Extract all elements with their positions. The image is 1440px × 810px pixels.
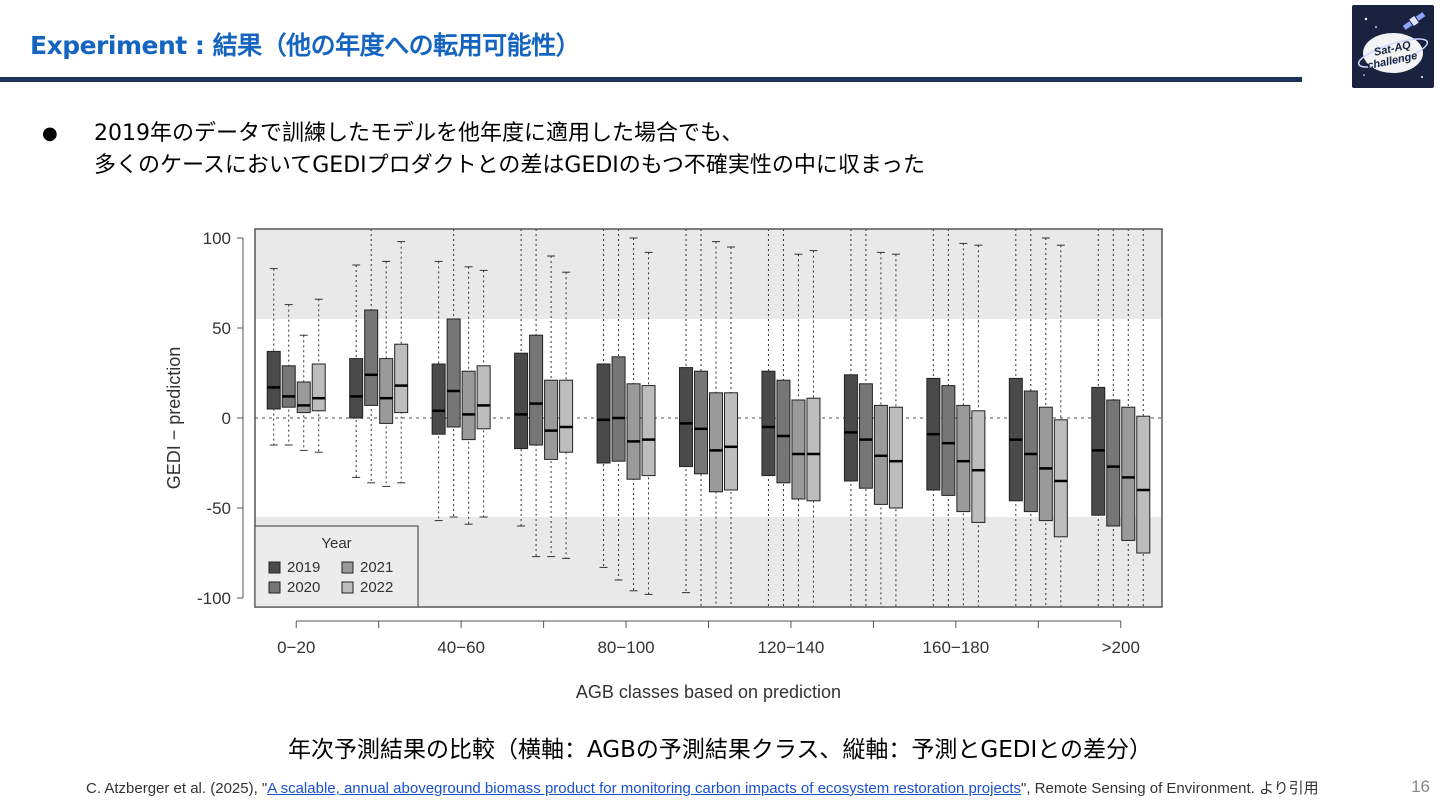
box-2019-5 xyxy=(679,367,693,468)
box-2020-10 xyxy=(1106,399,1121,527)
box-2022-10 xyxy=(1136,415,1151,554)
box-2021-4 xyxy=(626,383,641,480)
legend-title: Year xyxy=(321,535,351,552)
x-tick-label-3: 120−140 xyxy=(758,638,825,657)
y-tick-label-4: -100 xyxy=(197,589,231,608)
box-2019-0 xyxy=(266,350,281,410)
box-2020-5 xyxy=(694,370,708,475)
box-2021-5 xyxy=(709,392,723,493)
x-tick-label-4: 160−180 xyxy=(923,638,990,657)
box-2019-6 xyxy=(761,370,776,477)
box-2020-3 xyxy=(529,334,544,446)
box-2019-7 xyxy=(843,374,858,482)
box-2021-8 xyxy=(956,404,971,513)
box-2022-4 xyxy=(641,385,656,477)
box-2022-7 xyxy=(888,406,903,509)
box-2019-1 xyxy=(349,358,364,419)
x-tick-label-0: 0−20 xyxy=(277,638,315,657)
y-tick-label-3: -50 xyxy=(206,499,231,518)
citation-link[interactable]: A scalable, annual aboveground biomass p… xyxy=(267,780,1021,797)
box-2022-0 xyxy=(311,363,326,412)
figure-caption: 年次予測結果の比較（横軸：AGBの予測結果クラス、縦軸：予測とGEDIとの差分） xyxy=(287,737,1153,763)
legend-label-2019: 2019 xyxy=(287,559,320,576)
box-2020-9 xyxy=(1023,390,1038,513)
y-tick-label-2: 0 xyxy=(222,409,231,428)
y-axis-label: GEDI − prediction xyxy=(164,347,184,490)
box-2022-8 xyxy=(971,410,986,523)
box-2022-9 xyxy=(1053,419,1068,538)
y-tick-label-1: 50 xyxy=(212,319,231,338)
legend-box xyxy=(254,525,419,608)
box-2021-1 xyxy=(379,358,394,424)
box-2020-8 xyxy=(941,385,956,496)
box-2021-0 xyxy=(296,381,311,414)
box-2020-4 xyxy=(611,356,626,462)
plot-frame xyxy=(254,228,1163,608)
box-2019-2 xyxy=(431,363,446,435)
legend-swatch-2020 xyxy=(268,581,281,594)
legend-swatch-2022 xyxy=(341,581,354,594)
citation: C. Atzberger et al. (2025), "A scalable,… xyxy=(86,777,1319,798)
x-axis-label: AGB classes based on prediction xyxy=(576,682,841,702)
box-2020-0 xyxy=(281,365,296,408)
box-2020-1 xyxy=(364,309,379,406)
box-2021-6 xyxy=(791,399,806,500)
box-2022-2 xyxy=(476,365,491,430)
slide-title: Experiment : 結果（他の年度への転用可能性） xyxy=(30,31,581,60)
box-2020-7 xyxy=(858,383,873,489)
citation-suffix: ", Remote Sensing of Environment. より引用 xyxy=(1021,780,1319,797)
box-2022-5 xyxy=(724,392,738,491)
box-2022-1 xyxy=(394,343,409,414)
legend-label-2021: 2021 xyxy=(360,559,393,576)
box-2020-6 xyxy=(776,379,791,484)
chart-svg: 100 50 0 -50 -100 GEDI − prediction 0−20 40−60 8… xyxy=(164,228,1163,702)
x-tick-label-5: >200 xyxy=(1102,638,1140,657)
box-2019-4 xyxy=(596,363,611,464)
box-2019-3 xyxy=(514,352,529,450)
box-2021-3 xyxy=(544,379,559,460)
box-2022-6 xyxy=(806,397,821,502)
bullet-line-1: 2019年のデータで訓練したモデルを他年度に適用した場合でも、 xyxy=(94,121,744,146)
bullet-icon: ● xyxy=(42,123,58,144)
x-tick-label-2: 80−100 xyxy=(597,638,654,657)
box-2022-3 xyxy=(559,379,574,453)
x-tick-label-1: 40−60 xyxy=(437,638,485,657)
box-2021-10 xyxy=(1121,406,1136,541)
legend-swatch-2021 xyxy=(341,561,354,574)
page-number: 16 xyxy=(1411,777,1430,796)
box-2021-9 xyxy=(1038,406,1053,522)
legend-label-2022: 2022 xyxy=(360,579,393,596)
title-underline xyxy=(0,77,1302,82)
bullet-line-2: 多くのケースにおいてGEDIプロダクトとの差はGEDIのもつ不確実性の中に収まっ… xyxy=(94,153,926,178)
boxplot-chart: 100 50 0 -50 -100 GEDI − prediction 0−20 40−60 8… xyxy=(150,210,1170,714)
y-tick-label-0: 100 xyxy=(203,229,231,248)
legend-label-2020: 2020 xyxy=(287,579,320,596)
legend-swatch-2019 xyxy=(268,561,281,574)
box-2021-2 xyxy=(461,370,476,441)
satellite-challenge-logo: Sat-AQ challenge xyxy=(1352,5,1434,88)
logo-graphic: Sat-AQ challenge xyxy=(1357,12,1429,78)
citation-prefix: C. Atzberger et al. (2025), " xyxy=(86,780,268,797)
box-2020-2 xyxy=(446,318,461,428)
